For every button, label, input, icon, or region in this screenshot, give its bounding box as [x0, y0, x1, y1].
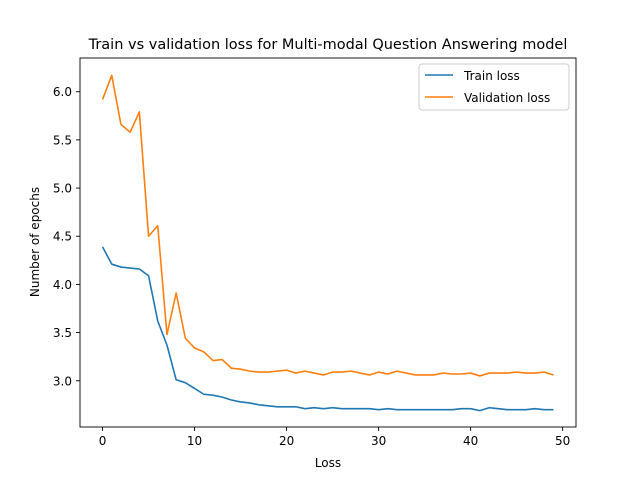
series-lines	[101, 74, 554, 412]
legend-box	[418, 63, 570, 111]
y-axis-label: Number of epochs	[28, 187, 42, 297]
series-line-train-loss	[101, 246, 554, 412]
x-tick-label: 30	[371, 434, 386, 448]
y-tick-label: 5.0	[53, 182, 72, 196]
x-axis-ticks: 0 10 20 30 40 50	[99, 427, 570, 448]
plot-area	[80, 58, 576, 427]
chart-title: Train vs validation loss for Multi-modal…	[88, 37, 568, 53]
x-tick-label: 40	[463, 434, 478, 448]
x-tick-label: 20	[279, 434, 294, 448]
legend-label-train-loss: Train loss	[463, 69, 520, 83]
y-tick-label: 6.0	[53, 85, 72, 99]
y-tick-label: 5.5	[53, 133, 72, 147]
y-tick-label: 4.5	[53, 230, 72, 244]
legend-label-validation-loss: Validation loss	[464, 91, 550, 105]
x-tick-label: 0	[99, 434, 107, 448]
series-line-validation-loss	[101, 74, 554, 377]
y-tick-label: 4.0	[53, 278, 72, 292]
x-axis-label: Loss	[315, 456, 341, 470]
y-tick-label: 3.0	[53, 374, 72, 388]
x-tick-label: 50	[555, 434, 570, 448]
y-axis-ticks: 3.0 3.5 4.0 4.5 5.0 5.5 6.0	[53, 85, 80, 388]
x-tick-label: 10	[187, 434, 202, 448]
plot-frame	[79, 57, 577, 428]
y-tick-label: 3.5	[53, 326, 72, 340]
legend: Train loss Validation loss	[418, 63, 570, 111]
